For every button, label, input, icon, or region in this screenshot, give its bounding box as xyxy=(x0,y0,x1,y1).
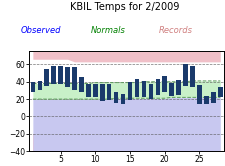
Bar xyxy=(120,94,125,104)
Text: KBIL Temps for 2/2009: KBIL Temps for 2/2009 xyxy=(69,2,178,12)
Bar xyxy=(148,84,152,99)
Bar xyxy=(100,84,104,101)
Bar xyxy=(79,77,83,92)
Bar xyxy=(127,82,132,100)
Bar xyxy=(162,76,166,92)
Bar xyxy=(37,81,42,90)
Bar xyxy=(182,64,187,86)
Bar xyxy=(217,87,222,97)
Text: Observed: Observed xyxy=(20,26,61,35)
Bar xyxy=(189,66,194,87)
Bar xyxy=(113,92,118,103)
Bar xyxy=(51,66,56,84)
Bar xyxy=(65,67,70,87)
Bar xyxy=(30,82,35,92)
Bar xyxy=(44,69,49,86)
Bar xyxy=(106,84,111,100)
Bar xyxy=(196,85,201,104)
Bar xyxy=(72,67,76,90)
Bar xyxy=(210,92,215,103)
Bar xyxy=(155,79,159,95)
Bar xyxy=(134,79,139,97)
Text: Normals: Normals xyxy=(91,26,125,35)
Bar xyxy=(93,83,97,97)
Bar xyxy=(58,66,63,84)
Bar xyxy=(141,81,146,97)
Bar xyxy=(169,83,173,96)
Bar xyxy=(86,84,90,97)
Text: Records: Records xyxy=(159,26,192,35)
Bar xyxy=(176,80,180,95)
Bar xyxy=(203,96,208,104)
